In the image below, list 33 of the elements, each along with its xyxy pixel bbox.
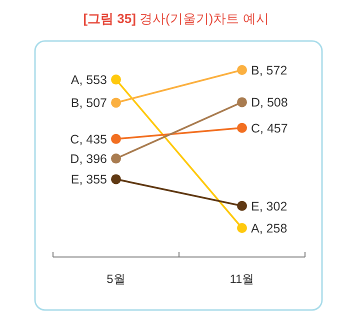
value: , 435	[79, 132, 107, 146]
point	[111, 74, 121, 85]
value: , 508	[260, 96, 288, 110]
point	[111, 154, 121, 164]
point	[237, 65, 247, 75]
value: , 302	[259, 199, 288, 214]
series-name: D	[251, 96, 260, 110]
point	[237, 122, 247, 133]
point	[237, 223, 247, 233]
series-name: A	[70, 73, 80, 88]
value: , 553	[79, 73, 107, 88]
series-name: D	[70, 152, 80, 166]
series-name: B	[70, 96, 80, 110]
point	[237, 200, 247, 211]
value: , 572	[259, 64, 288, 78]
value: , 355	[79, 172, 107, 187]
point	[111, 134, 121, 144]
chart-title: [그림 35] 경사(기울기)차트 예시	[83, 11, 269, 26]
x-tick-label: 11월	[230, 272, 254, 286]
x-tick-label: 5월	[106, 272, 126, 286]
series-name: A	[251, 222, 260, 236]
point	[237, 97, 247, 108]
value: , 507	[79, 96, 107, 110]
value: , 258	[259, 222, 288, 236]
series-name: E	[70, 172, 80, 187]
point	[111, 174, 121, 184]
series-name: C	[251, 121, 260, 136]
series-name: C	[70, 132, 80, 146]
series-name: E	[251, 199, 260, 214]
series-name: B	[251, 64, 260, 78]
value: , 396	[79, 152, 107, 166]
point	[111, 98, 121, 108]
value: , 457	[260, 121, 288, 136]
